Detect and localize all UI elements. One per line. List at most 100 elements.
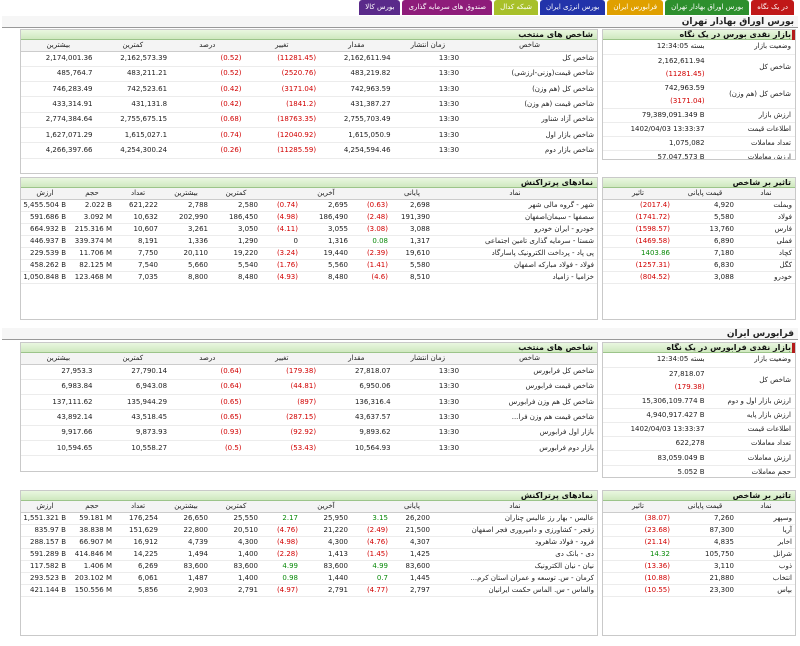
- symbol-cell[interactable]: کچاد: [737, 247, 795, 260]
- tab-5[interactable]: صندوق های سرمایه گذاری: [402, 0, 493, 15]
- value-cell: 6,950.06: [319, 379, 394, 396]
- table-row[interactable]: 293.523 B 203.102 M 6,061 1,487 1,400 0.98 1,4…: [21, 572, 597, 585]
- symbol-cell[interactable]: شاخص آزاد شناور: [462, 112, 597, 128]
- symbol-cell[interactable]: فارس: [737, 223, 795, 236]
- table-row[interactable]: 421.144 B 150.556 M 5,856 2,903 2,791 (4.97) 2…: [21, 584, 597, 597]
- symbol-cell[interactable]: والماس - س. الماس حکمت ایرانیان: [433, 584, 597, 597]
- symbol-cell[interactable]: شاخص قیمت (هم وزن): [462, 96, 597, 113]
- table-row[interactable]: 27,953.3 27,790.14 (0.64) (179.38) 27,818.07…: [21, 364, 597, 380]
- symbol-cell[interactable]: شاخص کل فرابورس: [462, 364, 597, 380]
- symbol-cell[interactable]: بازار اول فرابورس: [462, 425, 597, 441]
- table-row[interactable]: 446.937 B 339.374 M 8,191 1,336 1,290 0 1,316 0…: [21, 235, 597, 248]
- symbol-cell[interactable]: وسپهر: [737, 512, 795, 525]
- symbol-cell[interactable]: دی - بانک دی: [433, 548, 597, 561]
- symbol-cell[interactable]: شاخص بازار دوم: [462, 142, 597, 159]
- table-row[interactable]: 43,892.14 43,518.45 (0.65) (287.15) 43,637.5…: [21, 409, 597, 426]
- table-row[interactable]: (10.88) 21,880 انتخاب: [603, 572, 795, 585]
- symbol-cell[interactable]: فرود - فولاد شاهرود: [433, 536, 597, 549]
- value-cell: 137,111.62: [21, 394, 96, 411]
- tab-1[interactable]: بورس اوراق بهادار تهران: [665, 0, 750, 15]
- table-row[interactable]: 1,551.321 B 59.181 M 176,254 26,650 25,550 2.…: [21, 512, 597, 525]
- symbol-cell[interactable]: شاخص کل هم وزن فرابورس: [462, 394, 597, 411]
- table-row[interactable]: 1,627,071.29 1,615,027.1 (0.74) (12040.92) 1…: [21, 127, 597, 144]
- table-row[interactable]: 137,111.62 135,944.29 (0.65) (897) 136,316.4…: [21, 394, 597, 411]
- symbol-cell[interactable]: وبملت: [737, 199, 795, 212]
- symbol-cell[interactable]: شاخص کل: [462, 51, 597, 67]
- table-row[interactable]: (1257.31) 6,830 کگل: [603, 259, 795, 272]
- symbol-cell[interactable]: کگل: [737, 259, 795, 272]
- table-row[interactable]: 117.582 B 1.406 M 6,269 83,600 83,600 4.99 83,…: [21, 560, 597, 573]
- symbol-cell[interactable]: شاخص قیمت هم وزن فرا...: [462, 409, 597, 426]
- symbol-cell[interactable]: خودرو - ایران‌ خودرو: [433, 223, 597, 236]
- symbol-cell[interactable]: عالیس - بهار رز عالیس چناران: [433, 512, 597, 525]
- table-row[interactable]: 288.157 B 66.907 M 16,912 4,739 4,300 (4.98) 4…: [21, 536, 597, 549]
- table-row[interactable]: 4,266,397.66 4,254,300.24 (0.26) (11285.59)…: [21, 142, 597, 159]
- table-row[interactable]: (38.07) 7,260 وسپهر: [603, 512, 795, 525]
- symbol-cell[interactable]: پی پاد - پرداخت الکترونیک پاسارگاد: [433, 247, 597, 260]
- table-row[interactable]: (804.52) 3,088 خودرو: [603, 271, 795, 284]
- symbol-cell[interactable]: انتخاب: [737, 572, 795, 585]
- symbol-cell[interactable]: خودرو: [737, 271, 795, 284]
- table-row[interactable]: (10.55) 23,300 بپاس: [603, 584, 795, 597]
- table-row[interactable]: 2,174,001.36 2,162,573.39 (0.52) (11281.45)…: [21, 51, 597, 67]
- tab-0[interactable]: در یک نگاه: [751, 0, 794, 15]
- table-row[interactable]: (13.36) 3,110 ذوب: [603, 560, 795, 573]
- table-row[interactable]: 2,774,384.64 2,755,675.15 (0.68) (18763.35)…: [21, 112, 597, 128]
- table-row[interactable]: (1469.58) 6,890 فملی: [603, 235, 795, 248]
- symbol-cell[interactable]: شاخص قیمت(وزنی-ارزشی): [462, 66, 597, 83]
- symbol-cell[interactable]: خزامیا - زامیاد: [433, 271, 597, 284]
- symbol-cell[interactable]: آریا: [737, 524, 795, 537]
- table-row[interactable]: (23.68) 87,300 آریا: [603, 524, 795, 537]
- summary-value-text: 27,818.07: [668, 369, 705, 378]
- table-row[interactable]: 835.97 B 38.838 M 151,629 22,800 20,510 (4.76…: [21, 524, 597, 537]
- table-row[interactable]: 229.539 B 11.706 M 7,750 20,110 19,220 (3.24)…: [21, 247, 597, 260]
- tab-4[interactable]: شبکه کدال: [494, 0, 538, 15]
- symbol-cell[interactable]: سصفها - سیمان‌اصفهان: [433, 211, 597, 224]
- tab-6[interactable]: بورس کالا: [359, 0, 401, 15]
- table-row[interactable]: 1,050.848 B 123.468 M 7,035 8,800 8,480 (4.93…: [21, 271, 597, 284]
- summary-value-text: 4,940,917.427 B: [646, 410, 705, 419]
- tab-2[interactable]: فرابورس ایران: [607, 0, 664, 15]
- table-row[interactable]: (1598.57) 13,760 فارس: [603, 223, 795, 236]
- symbol-cell[interactable]: زفجر - کشاورزی و دامپروری فجر اصفهان: [433, 524, 597, 537]
- symbol-cell[interactable]: شستا - سرمایه گذاری تامین اجتماعی: [433, 235, 597, 248]
- table-row[interactable]: 591.289 B 414.846 M 14,225 1,494 1,400 (2.28)…: [21, 548, 597, 561]
- summary-row: 5.052 B حجم معاملات: [603, 465, 795, 477]
- symbol-cell[interactable]: شاخص کل (هم وزن): [462, 81, 597, 98]
- table-row[interactable]: 433,314.91 431,131.8 (0.42) (1841.2) 431,387…: [21, 96, 597, 113]
- table-row[interactable]: 1403.86 7,180 کچاد: [603, 247, 795, 260]
- symbol-cell[interactable]: ذوب: [737, 560, 795, 573]
- table-row[interactable]: (21.14) 4,835 اخابر: [603, 536, 795, 549]
- symbol-cell[interactable]: نیان - نیان الکترونیک: [433, 560, 597, 573]
- symbol-cell[interactable]: شاخص قیمت فرابورس: [462, 379, 597, 396]
- value-cell: 835.97 B: [21, 524, 69, 537]
- table-row[interactable]: 458.262 B 82.125 M 7,540 5,660 5,540 (1.76) 5,…: [21, 259, 597, 272]
- table-row[interactable]: 591.686 B 3.092 M 10,632 202,990 186,450 (4.9…: [21, 211, 597, 224]
- table-row[interactable]: 5,455.504 B 2.022 B 621,222 2,788 2,580 (0.74…: [21, 199, 597, 212]
- table-row[interactable]: 10,594.65 10,558.27 (0.5) (53.43) 10,564.93 1…: [21, 440, 597, 457]
- table-row[interactable]: 6,983.84 6,943.08 (0.64) (44.81) 6,950.06 13:…: [21, 379, 597, 396]
- table-row[interactable]: (2017.4) 4,920 وبملت: [603, 199, 795, 212]
- value-cell: 10,594.65: [21, 440, 96, 457]
- symbol-cell[interactable]: شهر - گروه مالی شهر: [433, 199, 597, 212]
- table-row[interactable]: 664.932 B 215.316 M 10,607 3,261 3,050 (4.11)…: [21, 223, 597, 236]
- symbol-cell[interactable]: کرمان - س. توسعه و عمران استان کرم...: [433, 572, 597, 585]
- tab-3[interactable]: بورس انرژی ایران: [539, 0, 606, 15]
- col-header: [261, 188, 301, 200]
- symbol-cell[interactable]: فولاد - فولاد مبارکه اصفهان: [433, 259, 597, 272]
- table-row[interactable]: (1741.72) 5,580 فولاد: [603, 211, 795, 224]
- symbol-cell[interactable]: شاخص بازار اول: [462, 127, 597, 144]
- table-row[interactable]: 9,917.66 9,873.93 (0.93) (92.92) 9,893.62 13:…: [21, 425, 597, 441]
- table-row[interactable]: 746,283.49 742,523.61 (0.42) (3171.04) 742,9…: [21, 81, 597, 98]
- symbol-cell[interactable]: اخابر: [737, 536, 795, 549]
- symbol-cell[interactable]: بپاس: [737, 584, 795, 597]
- table-row[interactable]: 14.32 105,750 شرانل: [603, 548, 795, 561]
- fara-indices-title: شاخص های منتخب: [21, 343, 597, 353]
- table-row[interactable]: 485,764.7 483,211.21 (0.52) (2520.76) 483,21…: [21, 66, 597, 83]
- symbol-cell[interactable]: شرانل: [737, 548, 795, 561]
- symbol-cell[interactable]: فولاد: [737, 211, 795, 224]
- symbol-cell[interactable]: بازار دوم فرابورس: [462, 440, 597, 457]
- symbol-cell[interactable]: فملی: [737, 235, 795, 248]
- value-cell: 11.706 M: [69, 247, 115, 260]
- col-header: کمترین: [211, 501, 261, 513]
